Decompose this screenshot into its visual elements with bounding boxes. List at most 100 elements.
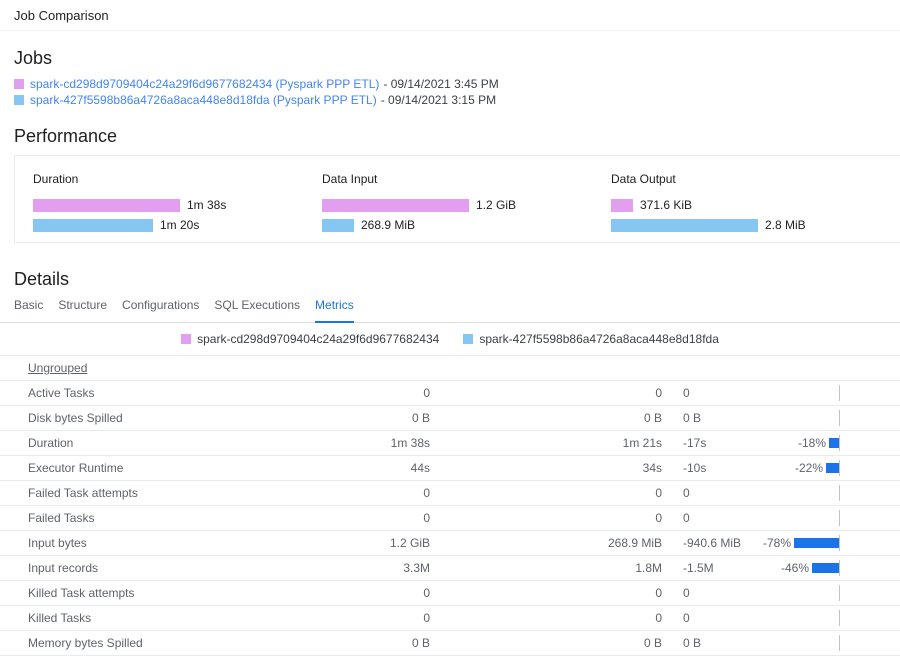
legend-item: spark-cd298d9709404c24a29f6d9677682434 — [181, 332, 439, 346]
metric-change-bar-cell — [836, 410, 840, 426]
axis-line — [839, 535, 840, 551]
axis-line — [839, 560, 840, 576]
metric-job2-value: 0 — [655, 586, 662, 600]
performance-chart: Data Input 1.2 GiB 268.9 MiB — [322, 172, 611, 242]
metric-name: Killed Task attempts — [28, 586, 135, 600]
axis-line — [839, 510, 840, 526]
chart-bar-value: 1m 38s — [187, 198, 227, 212]
metric-job2-value: 1.8M — [635, 561, 662, 575]
metric-name: Active Tasks — [28, 386, 95, 400]
metric-name: Input bytes — [28, 536, 87, 550]
metric-percent: -18% — [797, 436, 826, 450]
metric-row: Disk bytes Spilled 0 B 0 B 0 B — [0, 406, 900, 431]
metric-row: Killed Tasks 0 0 0 — [0, 606, 900, 631]
job-timestamp: - 09/14/2021 3:45 PM — [383, 76, 499, 91]
tab-metrics[interactable]: Metrics — [315, 298, 354, 323]
tab-structure[interactable]: Structure — [58, 298, 108, 312]
metrics-table: Active Tasks 0 0 0 Disk bytes Spilled 0 B 0 B 0… — [0, 381, 900, 656]
metric-change-bar-cell — [836, 635, 840, 651]
legend-item: spark-427f5598b86a4726a8aca448e8d18fda — [463, 332, 719, 346]
metric-change-bar — [794, 538, 839, 548]
topbar: Job Comparison — [0, 0, 900, 31]
performance-heading: Performance — [14, 126, 118, 146]
metric-name: Executor Runtime — [28, 461, 124, 475]
metric-delta: 0 — [683, 586, 690, 600]
metric-change-bar-cell: -46% — [781, 560, 840, 576]
metric-job1-value: 1.2 GiB — [389, 536, 430, 550]
metric-name: Failed Task attempts — [28, 486, 138, 500]
metric-job2-value: 34s — [642, 461, 662, 475]
metric-delta: 0 — [683, 611, 690, 625]
axis-line — [839, 485, 840, 501]
legend-label: spark-427f5598b86a4726a8aca448e8d18fda — [479, 332, 719, 346]
metric-change-bar-cell — [836, 585, 840, 601]
metric-job1-value: 0 B — [411, 411, 430, 425]
metric-job1-value: 0 — [423, 386, 430, 400]
metric-job1-value: 0 — [423, 611, 430, 625]
jobs-heading: Jobs — [14, 48, 53, 68]
legend-color-swatch — [463, 334, 474, 344]
metric-row: Killed Task attempts 0 0 0 — [0, 581, 900, 606]
metric-change-bar-cell — [836, 485, 840, 501]
chart-bar-row: 1m 20s — [33, 215, 322, 235]
axis-line — [839, 610, 840, 626]
metric-name: Failed Tasks — [28, 511, 95, 525]
metric-delta: -17s — [683, 436, 707, 450]
metric-job1-value: 0 — [423, 486, 430, 500]
metric-delta: -1.5M — [683, 561, 714, 575]
tab-basic[interactable]: Basic — [14, 298, 44, 312]
chart-bar — [33, 198, 180, 212]
metric-delta: 0 — [683, 511, 690, 525]
metric-job2-value: 268.9 MiB — [607, 536, 662, 550]
metric-row: Failed Task attempts 0 0 0 — [0, 481, 900, 506]
job-link[interactable]: spark-cd298d9709404c24a29f6d9677682434 (… — [30, 76, 380, 91]
job-link[interactable]: spark-427f5598b86a4726a8aca448e8d18fda (… — [30, 92, 377, 107]
axis-line — [839, 460, 840, 476]
metric-percent: -78% — [762, 536, 791, 550]
metric-change-bar — [812, 563, 839, 573]
metric-job2-value: 0 — [655, 386, 662, 400]
group-label-ungrouped[interactable]: Ungrouped — [28, 361, 88, 375]
metric-row: Input bytes 1.2 GiB 268.9 MiB -940.6 MiB -78… — [0, 531, 900, 556]
chart-bar-row: 268.9 MiB — [322, 215, 611, 235]
metric-change-bar-cell: -78% — [763, 535, 840, 551]
metric-job1-value: 0 — [423, 586, 430, 600]
job-color-swatch — [14, 78, 24, 89]
metric-change-bar-cell — [836, 610, 840, 626]
metric-percent: -22% — [794, 461, 823, 475]
performance-card: Duration 1m 38s 1m 20s Data Input 1.2 GiB 268… — [14, 155, 900, 243]
performance-chart: Duration 1m 38s 1m 20s — [33, 172, 322, 242]
metric-name: Disk bytes Spilled — [28, 411, 123, 425]
metrics-legend: spark-cd298d9709404c24a29f6d9677682434 sp… — [0, 323, 900, 356]
tab-configurations[interactable]: Configurations — [122, 298, 200, 312]
chart-bar-row: 1m 38s — [33, 195, 322, 215]
metric-change-bar-cell — [836, 510, 840, 526]
metric-row: Input records 3.3M 1.8M -1.5M -46% — [0, 556, 900, 581]
metric-row: Failed Tasks 0 0 0 — [0, 506, 900, 531]
tab-sql-executions[interactable]: SQL Executions — [214, 298, 301, 312]
chart-bar — [611, 198, 633, 212]
metric-job2-value: 0 — [655, 611, 662, 625]
chart-bar-value: 371.6 KiB — [640, 198, 693, 212]
metric-row: Memory bytes Spilled 0 B 0 B 0 B — [0, 631, 900, 656]
legend-label: spark-cd298d9709404c24a29f6d9677682434 — [197, 332, 440, 346]
details-tabs: Basic Structure Configurations SQL Executio… — [0, 298, 900, 323]
metric-job2-value: 0 — [655, 511, 662, 525]
metric-job1-value: 0 — [423, 511, 430, 525]
job-timestamp: - 09/14/2021 3:15 PM — [380, 92, 497, 107]
metric-job2-value: 1m 21s — [622, 436, 662, 450]
chart-bar-value: 268.9 MiB — [361, 218, 416, 232]
chart-bar-row: 2.8 MiB — [611, 215, 900, 235]
metric-delta: 0 B — [683, 411, 702, 425]
metric-job1-value: 44s — [410, 461, 430, 475]
chart-title: Data Output — [611, 172, 676, 186]
metric-name: Input records — [28, 561, 99, 575]
chart-bar-value: 1.2 GiB — [476, 198, 517, 212]
metric-change-bar-cell: -18% — [798, 435, 840, 451]
job-color-swatch — [14, 94, 24, 105]
metric-change-bar-cell — [836, 385, 840, 401]
metric-job2-value: 0 B — [643, 411, 662, 425]
metric-job1-value: 1m 38s — [390, 436, 430, 450]
job-list-item: spark-427f5598b86a4726a8aca448e8d18fda (… — [14, 92, 900, 107]
metric-job1-value: 0 B — [411, 636, 430, 650]
